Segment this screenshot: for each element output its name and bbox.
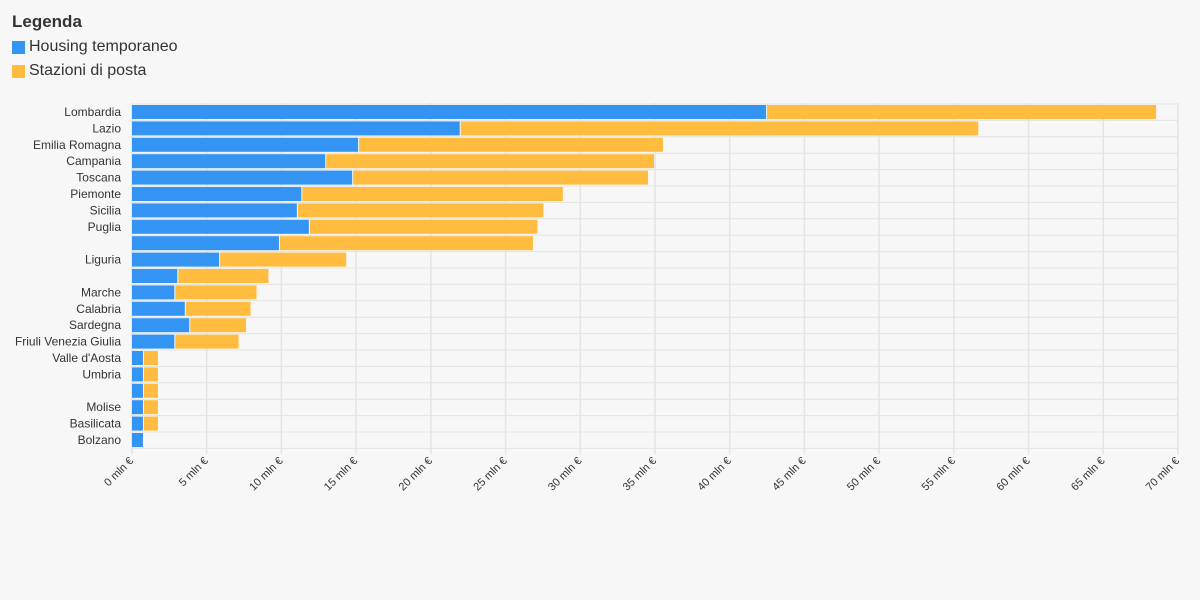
tick-label: 45 mln € [770, 455, 808, 493]
bar-stazioni[interactable] [143, 351, 158, 365]
bar-stazioni[interactable] [309, 219, 538, 234]
bar-stazioni[interactable] [359, 137, 663, 152]
tick-label: 0 mln € [102, 455, 136, 489]
tick-label: 55 mln € [920, 455, 958, 493]
legend-item-stazioni[interactable]: Stazioni di posta [12, 59, 178, 83]
legend-label-stazioni: Stazioni di posta [29, 62, 147, 79]
category-label: Bolzano [78, 433, 122, 447]
tick-label: 10 mln € [247, 455, 285, 493]
bar-stazioni[interactable] [143, 400, 158, 415]
bar-housing[interactable] [132, 170, 353, 185]
bar-stazioni[interactable] [175, 285, 257, 300]
category-label: Puglia [88, 220, 122, 234]
bar-housing[interactable] [132, 334, 175, 349]
category-label: Lombardia [64, 105, 121, 119]
bar-housing[interactable] [132, 121, 460, 136]
bar-stazioni[interactable] [143, 416, 158, 431]
bar-housing[interactable] [132, 203, 297, 218]
bar-housing[interactable] [132, 285, 175, 300]
bar-stazioni[interactable] [767, 105, 1157, 119]
category-label: Valle d'Aosta [52, 351, 121, 365]
tick-label: 60 mln € [994, 455, 1032, 493]
bar-housing[interactable] [132, 318, 190, 333]
bar-stazioni[interactable] [185, 301, 251, 316]
category-label: Calabria [76, 302, 121, 316]
tick-label: 5 mln € [177, 455, 211, 489]
bar-stazioni[interactable] [326, 154, 654, 169]
bar-housing[interactable] [132, 236, 279, 251]
tick-label: 40 mln € [696, 455, 734, 493]
bar-housing[interactable] [132, 433, 143, 447]
tick-label: 25 mln € [471, 455, 509, 493]
legend-label-housing: Housing temporaneo [29, 38, 178, 55]
category-label: Sicilia [90, 203, 122, 217]
bar-stazioni[interactable] [175, 334, 239, 349]
bar-stazioni[interactable] [302, 187, 563, 201]
bar-housing[interactable] [132, 416, 143, 431]
bar-housing[interactable] [132, 269, 178, 283]
category-label: Liguria [85, 253, 121, 267]
bars [132, 105, 1157, 447]
bar-stazioni[interactable] [297, 203, 544, 218]
legend-swatch-housing [12, 40, 25, 54]
category-label: Campania [66, 154, 121, 168]
legend: Legenda Housing temporaneo Stazioni di p… [12, 12, 178, 83]
bar-housing[interactable] [132, 219, 309, 234]
category-label: Emilia Romagna [33, 138, 121, 152]
legend-swatch-stazioni [12, 64, 25, 78]
tick-label: 30 mln € [546, 455, 584, 493]
category-label: Sardegna [69, 318, 121, 332]
category-label: Lazio [92, 121, 121, 135]
category-label: Friuli Venezia Giulia [15, 335, 121, 349]
legend-item-housing[interactable]: Housing temporaneo [12, 35, 178, 59]
bar-stazioni[interactable] [178, 269, 269, 283]
bar-stazioni[interactable] [220, 252, 347, 267]
bar-housing[interactable] [132, 400, 143, 415]
bar-stazioni[interactable] [143, 383, 158, 398]
bar-stazioni[interactable] [143, 367, 158, 382]
grid [131, 103, 1179, 455]
tick-label: 20 mln € [397, 455, 435, 493]
bar-stazioni[interactable] [460, 121, 979, 136]
bar-stazioni[interactable] [353, 170, 649, 185]
tick-labels: 0 mln € 5 mln € 10 mln € 15 mln € 20 mln € 25… [102, 455, 1182, 493]
bar-stazioni[interactable] [279, 236, 533, 251]
bar-housing[interactable] [132, 301, 185, 316]
legend-title: Legenda [12, 12, 82, 31]
bar-housing[interactable] [132, 154, 326, 169]
bar-housing[interactable] [132, 351, 143, 365]
tick-label: 50 mln € [845, 455, 883, 493]
category-label: Piemonte [70, 187, 121, 201]
bar-housing[interactable] [132, 105, 767, 119]
tick-label: 70 mln € [1144, 455, 1182, 493]
bar-housing[interactable] [132, 137, 359, 152]
category-labels: Lombardia Lazio Emilia Romagna Campania Tosc… [15, 105, 121, 447]
bar-housing[interactable] [132, 367, 143, 382]
category-label: Basilicata [70, 417, 122, 431]
category-label: Umbria [82, 367, 121, 381]
bar-housing[interactable] [132, 252, 220, 267]
bar-housing[interactable] [132, 187, 302, 201]
tick-label: 65 mln € [1069, 455, 1107, 493]
category-label: Toscana [76, 171, 121, 185]
bar-housing[interactable] [132, 383, 143, 398]
tick-label: 15 mln € [322, 455, 360, 493]
tick-label: 35 mln € [621, 455, 659, 493]
category-label: Marche [81, 285, 121, 299]
category-label: Molise [86, 400, 121, 414]
bar-stazioni[interactable] [190, 318, 247, 333]
